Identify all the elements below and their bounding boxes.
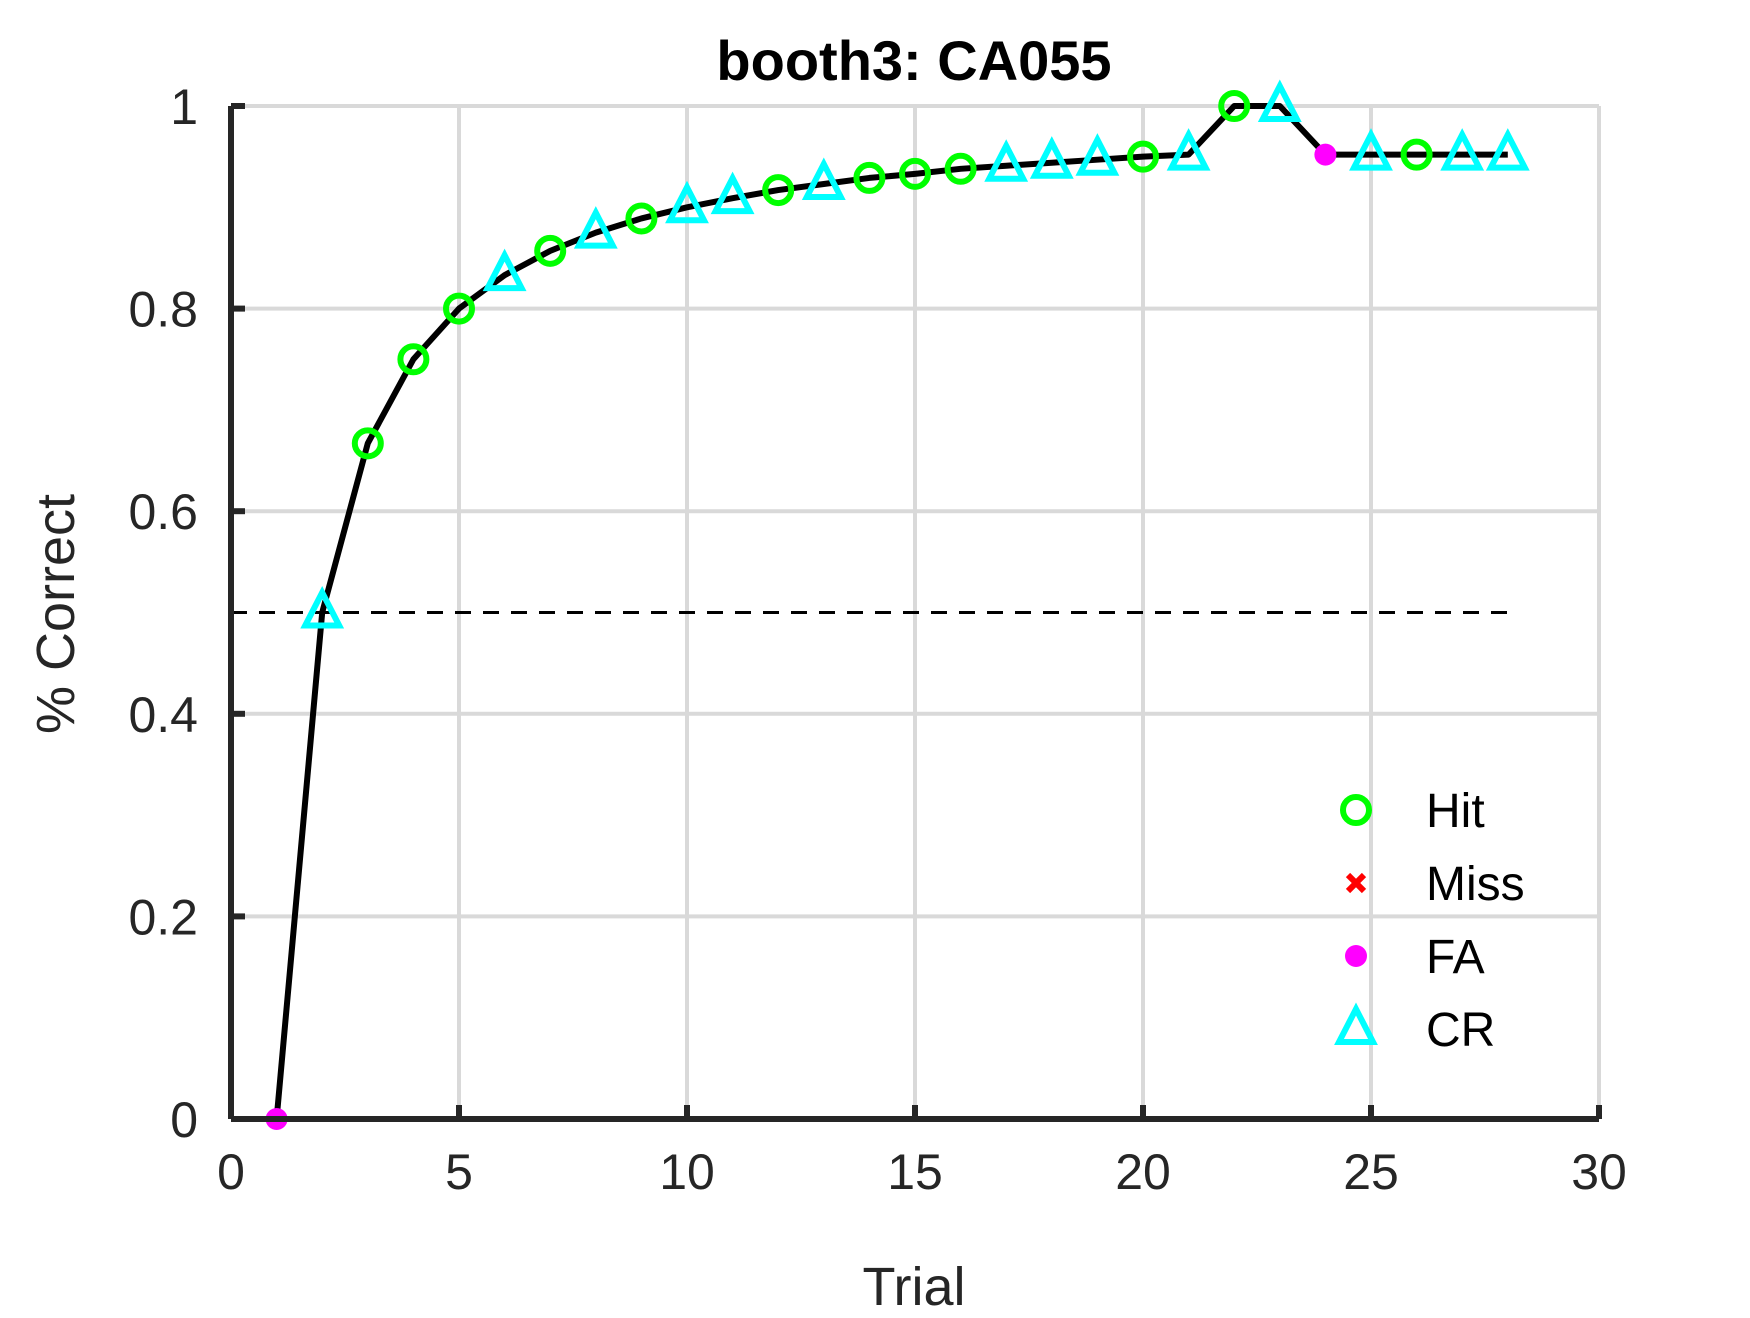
hit-marker bbox=[625, 202, 658, 235]
cr-marker bbox=[300, 585, 345, 629]
cr-marker bbox=[984, 139, 1029, 182]
hit-marker bbox=[1218, 90, 1251, 122]
hit-marker bbox=[351, 427, 384, 460]
hit-marker bbox=[443, 292, 475, 325]
legend-marker-cr bbox=[1334, 1002, 1378, 1045]
y-tick-label: 1 bbox=[170, 79, 198, 135]
legend: Hit Miss FA CR bbox=[1334, 785, 1525, 1057]
legend-marker-miss bbox=[1345, 872, 1367, 894]
legend-marker-fa bbox=[1345, 945, 1367, 967]
cr-marker bbox=[1029, 136, 1074, 179]
x-tick-label: 20 bbox=[1115, 1144, 1171, 1200]
legend-label-hit: Hit bbox=[1426, 785, 1485, 838]
cr-marker bbox=[801, 157, 846, 201]
cr-marker bbox=[710, 171, 755, 215]
cr-marker bbox=[482, 248, 527, 292]
hit-marker bbox=[1400, 138, 1433, 171]
data-line-group bbox=[273, 103, 1508, 1120]
tick-labels: 0 5 10 15 20 25 30 0 0.2 0.4 0.6 0.8 1 bbox=[128, 79, 1626, 1200]
hit-marker bbox=[899, 157, 931, 190]
cr-marker bbox=[1257, 79, 1302, 122]
x-tick-label: 10 bbox=[659, 1144, 715, 1200]
data-markers bbox=[265, 79, 1530, 1130]
y-tick-label: 0.2 bbox=[128, 889, 198, 945]
legend-label-cr: CR bbox=[1426, 1004, 1495, 1057]
hit-marker bbox=[762, 174, 795, 207]
legend-label-miss: Miss bbox=[1426, 858, 1525, 911]
x-axis-label: Trial bbox=[863, 1257, 966, 1313]
hit-marker bbox=[853, 161, 886, 194]
legend-label-fa: FA bbox=[1426, 931, 1485, 984]
cr-marker bbox=[1349, 128, 1393, 171]
axes bbox=[228, 103, 1602, 1122]
y-tick-label: 0.4 bbox=[128, 687, 198, 743]
cr-marker bbox=[573, 206, 618, 249]
chart-title: booth3: CA055 bbox=[716, 29, 1111, 92]
hit-marker bbox=[1127, 140, 1159, 173]
x-marker-stroke bbox=[1345, 872, 1367, 894]
cr-marker bbox=[665, 180, 709, 224]
x-tick-label: 30 bbox=[1571, 1144, 1627, 1200]
y-tick-label: 0 bbox=[170, 1092, 198, 1148]
x-tick-label: 15 bbox=[887, 1144, 943, 1200]
fa-marker bbox=[1314, 143, 1337, 166]
x-tick-label: 25 bbox=[1343, 1144, 1399, 1200]
y-axis-label: % Correct bbox=[26, 494, 86, 734]
x-tick-label: 5 bbox=[445, 1144, 473, 1200]
hit-marker bbox=[397, 343, 430, 376]
x-tick-label: 0 bbox=[217, 1144, 245, 1200]
hit-marker bbox=[944, 152, 977, 185]
cr-marker bbox=[1485, 128, 1530, 171]
cr-marker bbox=[1440, 128, 1485, 171]
cr-marker bbox=[1166, 128, 1211, 171]
y-tick-label: 0.6 bbox=[128, 484, 198, 540]
data-line bbox=[273, 103, 1508, 1120]
y-tick-label: 0.8 bbox=[128, 282, 198, 338]
legend-marker-hit bbox=[1340, 794, 1372, 826]
cr-marker bbox=[1075, 133, 1120, 176]
hit-marker bbox=[534, 234, 567, 267]
